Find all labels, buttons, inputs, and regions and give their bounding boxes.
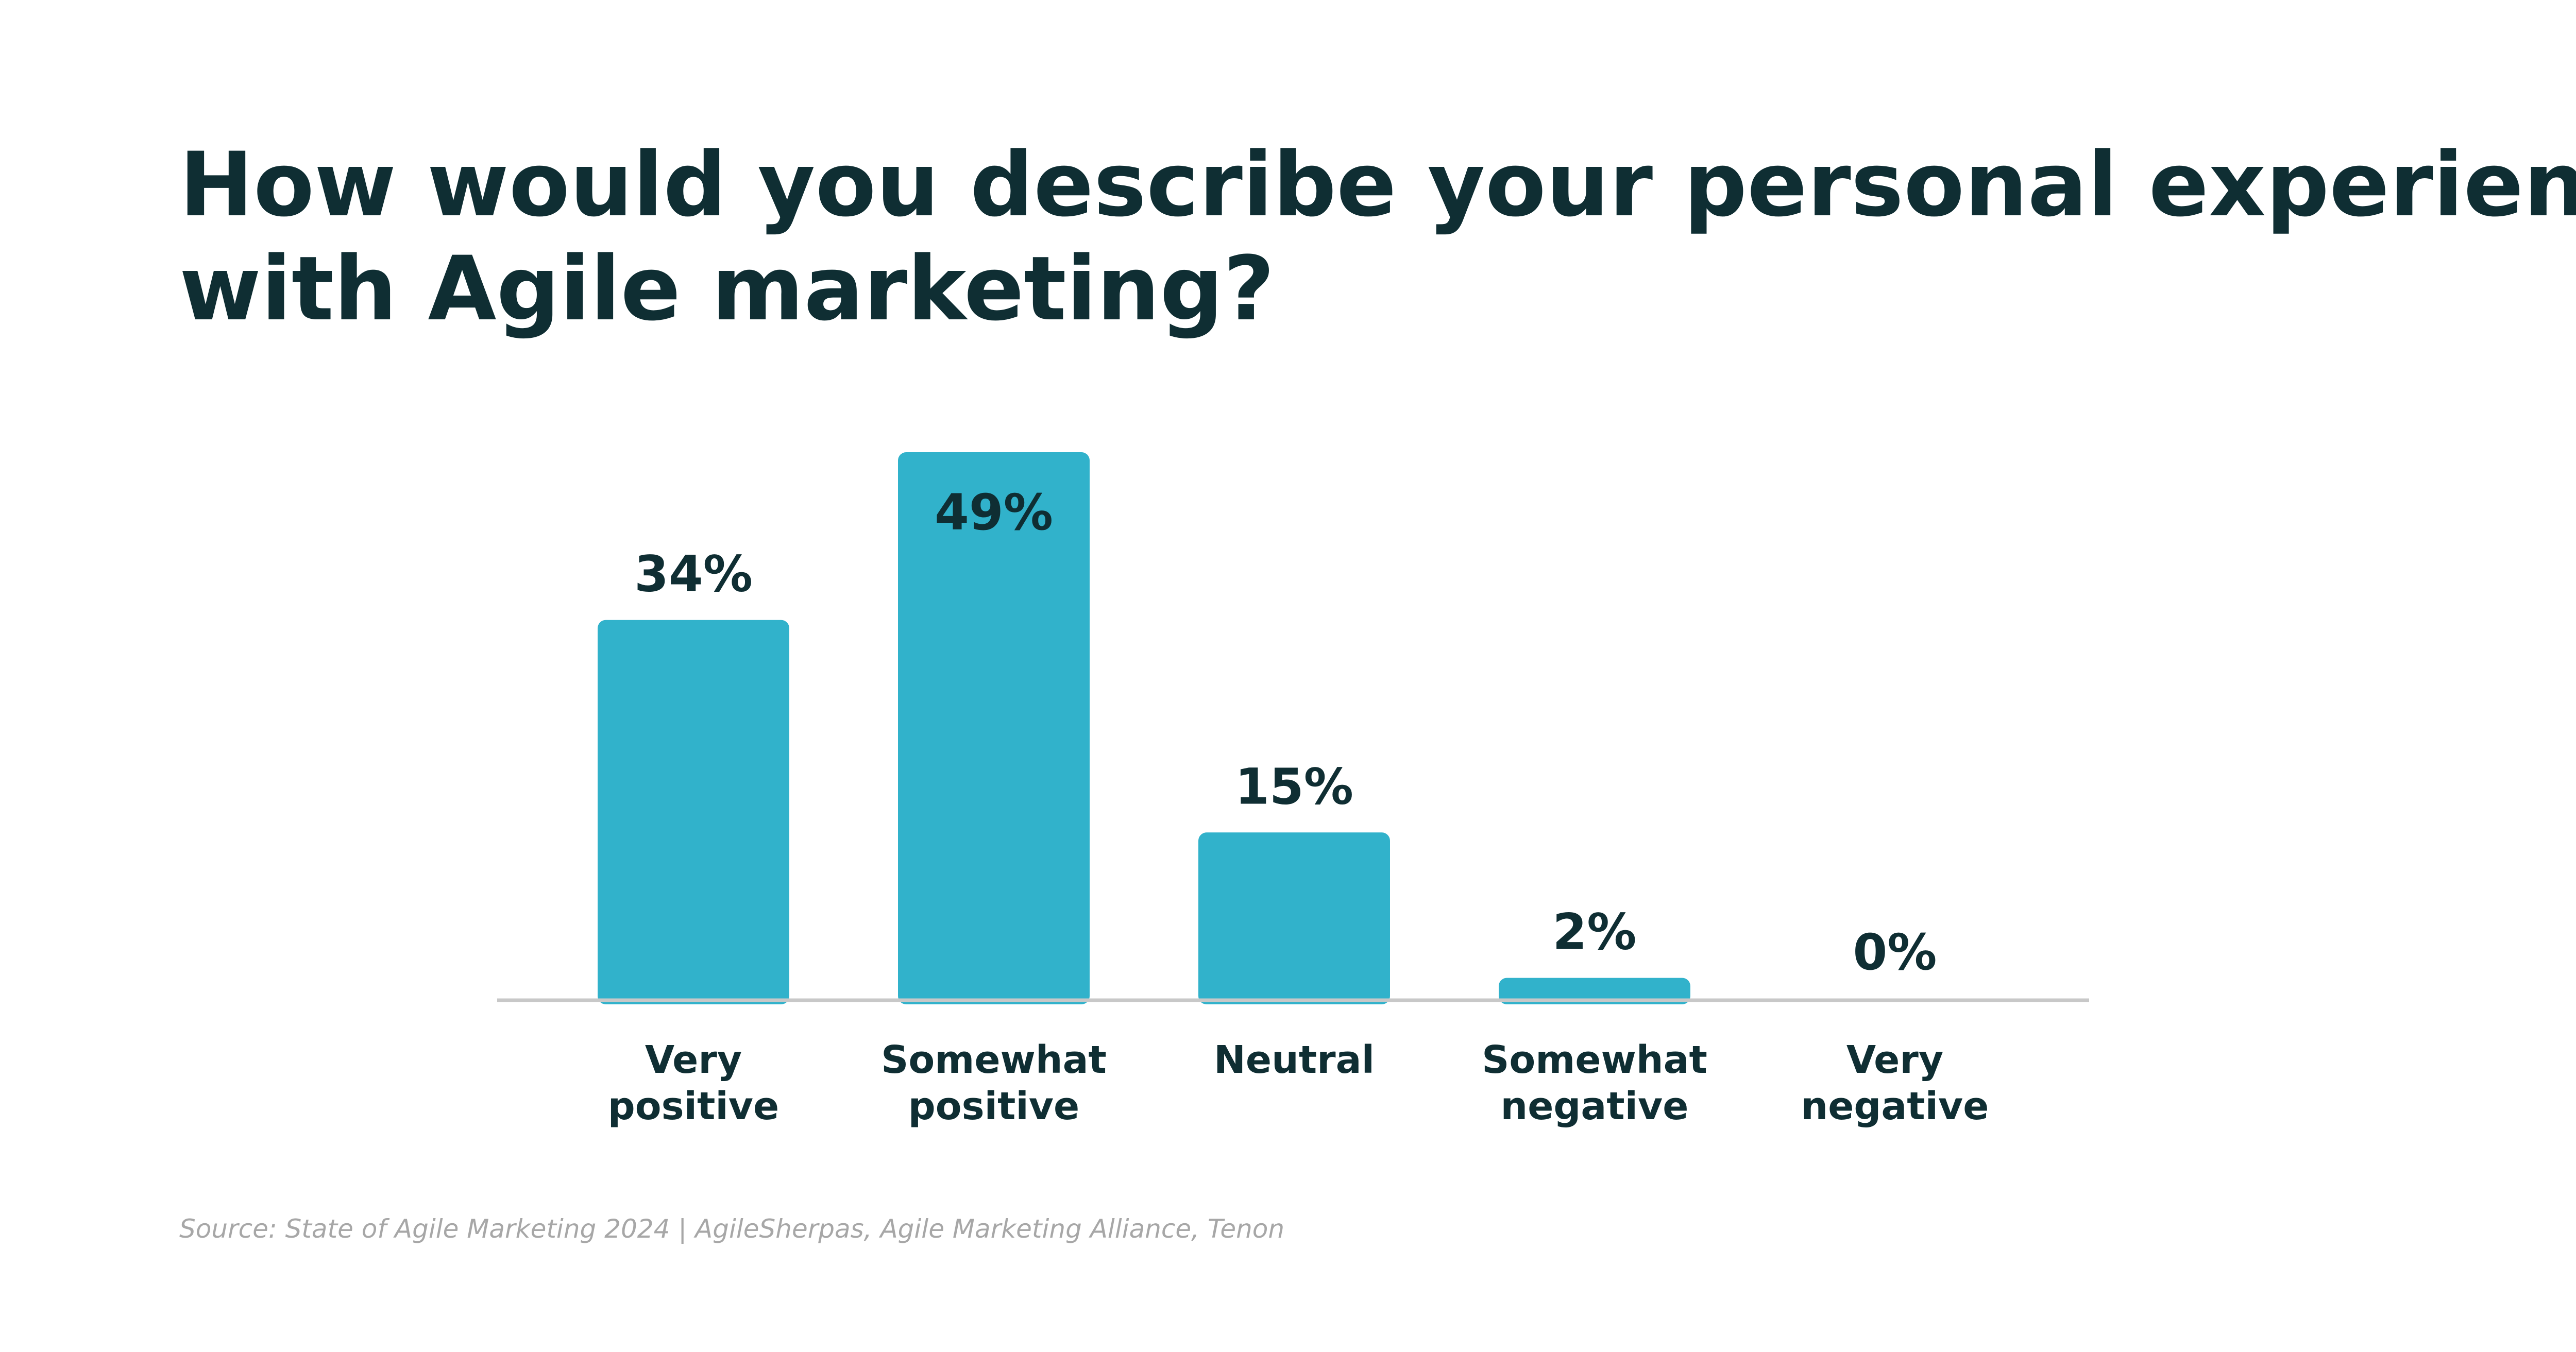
category-label: Neutral [1214,1038,1375,1082]
category-label: positive [608,1084,779,1128]
data-label: 49% [935,484,1053,541]
category-label: negative [1801,1084,1989,1128]
bar [598,620,789,1004]
category-label: positive [908,1084,1079,1128]
data-label: 15% [1235,758,1353,815]
bar [1198,832,1390,1004]
category-label: Very [645,1038,742,1082]
category-label: Somewhat [1482,1038,1707,1082]
category-label: Very [1846,1038,1943,1082]
chart-title-line-1: How would you describe your personal exp… [179,133,2576,236]
source-note: Source: State of Agile Marketing 2024 | … [179,1214,1284,1244]
category-label: negative [1501,1084,1689,1128]
chart-title-line-2: with Agile marketing? [179,237,1275,340]
data-label: 0% [1853,923,1937,981]
bar [898,452,1090,1004]
data-label: 2% [1553,903,1637,961]
data-label: 34% [634,545,753,603]
plot-area: 34%Verypositive49%Somewhatpositive15%Neu… [497,452,2089,1128]
category-label: Somewhat [881,1038,1107,1082]
bar [1499,978,1690,1004]
